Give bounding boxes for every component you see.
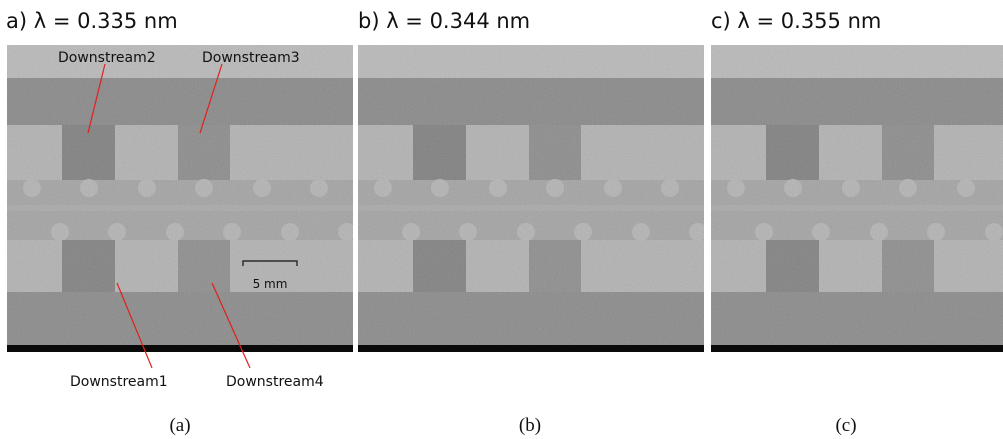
- annotation: Downstream2: [58, 50, 156, 66]
- image-a: [7, 45, 356, 352]
- scale-label: 5 mm: [253, 277, 288, 291]
- annotation: Downstream3: [202, 50, 300, 66]
- annotation: Downstream4: [226, 374, 324, 390]
- panel-title: c) λ = 0.355 nm: [711, 9, 881, 33]
- figure: a) λ = 0.335 nm b) λ = 0.344 nm c) λ = 0…: [0, 0, 1003, 439]
- caption: (b): [519, 415, 541, 436]
- image-b: [358, 45, 707, 352]
- caption: (c): [835, 415, 856, 436]
- panel-title: b) λ = 0.344 nm: [358, 9, 530, 33]
- annotation: Downstream1: [70, 374, 168, 390]
- panel-title: a) λ = 0.335 nm: [6, 9, 178, 33]
- image-c: [711, 45, 1003, 352]
- caption: (a): [169, 415, 190, 436]
